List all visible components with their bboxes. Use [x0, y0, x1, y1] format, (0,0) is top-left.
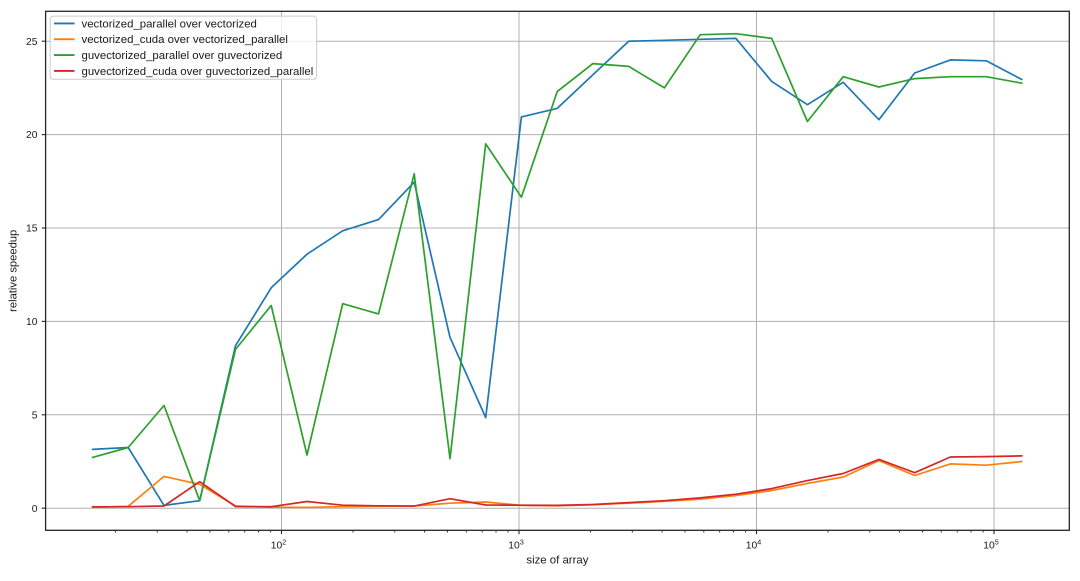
svg-text:vectorized_cuda over vectorize: vectorized_cuda over vectorized_parallel [82, 34, 288, 46]
svg-text:guvectorized_cuda over guvecto: guvectorized_cuda over guvectorized_para… [82, 66, 314, 78]
svg-text:20: 20 [26, 130, 38, 141]
svg-text:15: 15 [26, 224, 38, 235]
svg-text:25: 25 [26, 37, 38, 48]
svg-text:5: 5 [32, 410, 38, 421]
svg-text:10: 10 [26, 317, 38, 328]
svg-text:vectorized_parallel over vecto: vectorized_parallel over vectorized [82, 18, 257, 30]
svg-text:relative speedup: relative speedup [8, 230, 20, 312]
svg-text:guvectorized_parallel over guv: guvectorized_parallel over guvectorized [82, 50, 283, 62]
svg-text:0: 0 [32, 504, 38, 515]
svg-text:size of array: size of array [526, 555, 588, 567]
